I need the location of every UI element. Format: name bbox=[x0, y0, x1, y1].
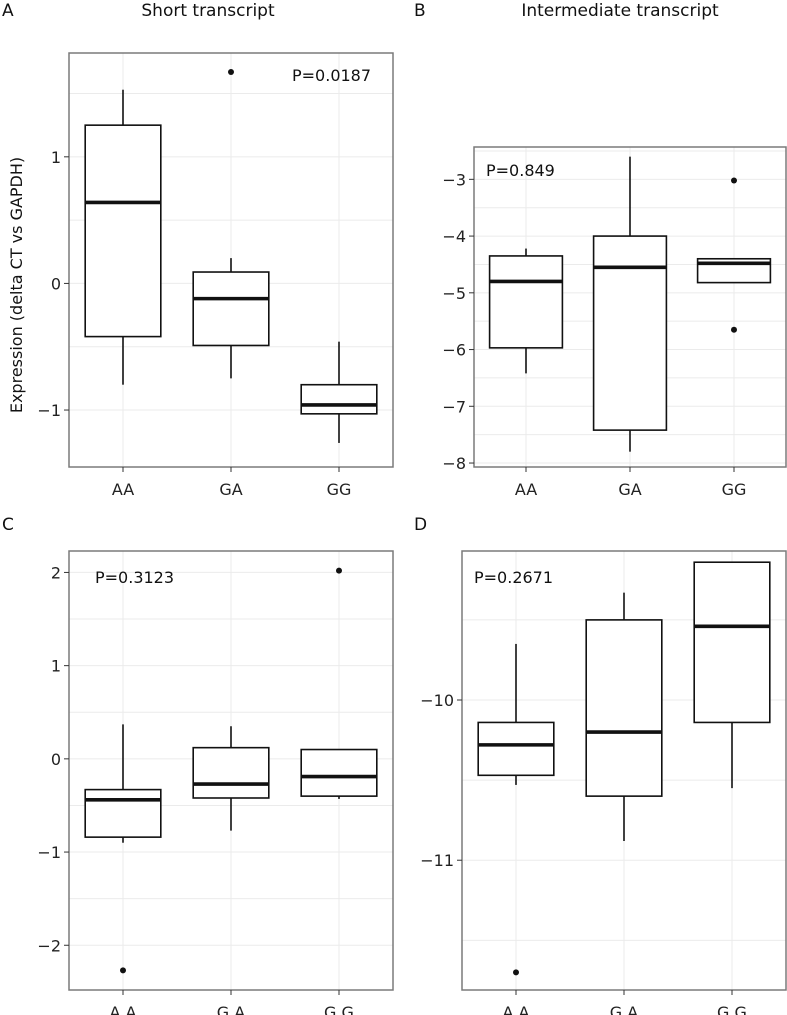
y-tick-label: −10 bbox=[420, 691, 454, 710]
box-ga bbox=[585, 592, 663, 841]
box-iqr bbox=[585, 619, 663, 797]
p-value-label: P=0.3123 bbox=[95, 568, 174, 587]
panel-letter: D bbox=[414, 515, 427, 535]
panel-b: B Intermediate transcript −8 −7 −6 −5 −4 −3 AA… bbox=[414, 1, 787, 499]
box-aa bbox=[84, 724, 162, 974]
outlier-point bbox=[731, 177, 737, 184]
panel-letter: A bbox=[2, 1, 14, 21]
box-gg bbox=[300, 567, 378, 799]
x-tick-label: GA bbox=[219, 480, 242, 499]
box-ga bbox=[192, 726, 270, 831]
box-ga bbox=[192, 68, 270, 379]
y-tick-label: 1 bbox=[51, 657, 61, 676]
y-tick-label: 0 bbox=[51, 750, 61, 769]
panel-letter: B bbox=[414, 1, 426, 21]
box-aa bbox=[488, 248, 564, 374]
x-tick-label: G G bbox=[717, 1003, 747, 1015]
y-tick-label: −6 bbox=[442, 341, 466, 360]
y-tick-label: −5 bbox=[442, 284, 466, 303]
x-tick-label: GA bbox=[618, 480, 641, 499]
x-tick-label: AA bbox=[515, 480, 537, 499]
y-tick-label: −7 bbox=[442, 397, 466, 416]
outlier-point bbox=[120, 967, 126, 974]
y-tick-label: −1 bbox=[37, 401, 61, 420]
y-tick-label: −4 bbox=[442, 227, 466, 246]
y-axis-label: Expression (delta CT vs GAPDH) bbox=[7, 157, 26, 413]
y-tick-label: −1 bbox=[37, 843, 61, 862]
x-tick-label: G G bbox=[324, 1003, 354, 1015]
box-aa bbox=[477, 643, 555, 976]
panel-letter: C bbox=[2, 515, 14, 535]
box-gg bbox=[693, 561, 771, 789]
box-iqr bbox=[84, 124, 162, 338]
outlier-point bbox=[731, 326, 737, 333]
box-ga bbox=[592, 156, 668, 452]
x-tick-label: G A bbox=[610, 1003, 638, 1015]
box-iqr bbox=[192, 271, 270, 347]
x-tick-label: AA bbox=[112, 480, 134, 499]
panel-a: A Short transcript −1 0 1 AA GA GG P=0.0187 bbox=[2, 1, 394, 499]
box-iqr bbox=[300, 383, 378, 415]
y-tick-label: −3 bbox=[442, 170, 466, 189]
x-tick-label: GG bbox=[722, 480, 747, 499]
panel-title: Intermediate transcript bbox=[521, 1, 719, 21]
box-iqr bbox=[693, 561, 771, 724]
y-tick-label: 0 bbox=[51, 274, 61, 293]
y-tick-label: 2 bbox=[51, 563, 61, 582]
outlier-point bbox=[513, 969, 519, 976]
panel-d: D −11 −10 A A G A G G P=0.2671 bbox=[414, 515, 787, 1015]
x-tick-label: GG bbox=[327, 480, 352, 499]
box-iqr bbox=[84, 788, 162, 838]
outlier-point bbox=[228, 68, 234, 75]
outlier-point bbox=[336, 567, 342, 574]
panel-title: Short transcript bbox=[141, 1, 275, 21]
y-tick-label: −2 bbox=[37, 936, 61, 955]
box-iqr bbox=[192, 746, 270, 799]
box-aa bbox=[84, 89, 162, 385]
box-gg bbox=[696, 177, 772, 333]
p-value-label: P=0.0187 bbox=[292, 66, 371, 85]
box-gg bbox=[300, 341, 378, 443]
x-tick-label: A A bbox=[503, 1003, 530, 1015]
y-tick-label: −11 bbox=[420, 851, 454, 870]
box-iqr bbox=[592, 235, 668, 431]
x-tick-label: A A bbox=[110, 1003, 137, 1015]
y-tick-label: 1 bbox=[51, 148, 61, 167]
box-iqr bbox=[477, 721, 555, 777]
p-value-label: P=0.849 bbox=[486, 161, 555, 180]
y-tick-label: −8 bbox=[442, 454, 466, 473]
x-tick-label: G A bbox=[217, 1003, 245, 1015]
p-value-label: P=0.2671 bbox=[474, 568, 553, 587]
box-iqr bbox=[300, 748, 378, 797]
box-iqr bbox=[488, 255, 564, 349]
panel-c: C −2 −1 0 1 2 A A G A G G P=0.3123 bbox=[2, 515, 394, 1015]
